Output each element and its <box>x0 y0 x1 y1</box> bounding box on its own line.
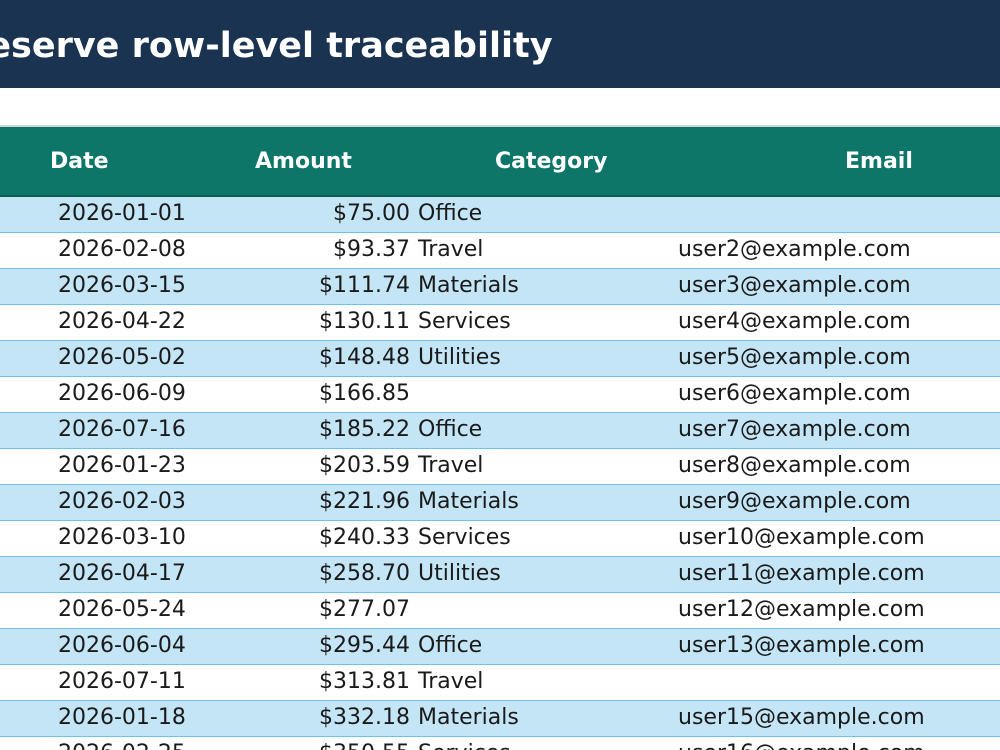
cell-category[interactable]: Utilities <box>413 340 674 377</box>
table-row[interactable]: 2026-02-25$350.55Servicesuser16@example.… <box>0 736 1000 750</box>
cell-category[interactable]: Travel <box>413 448 674 485</box>
cell-category[interactable] <box>413 376 674 413</box>
cell-date[interactable]: 2026-01-23 <box>0 448 200 485</box>
cell-amount[interactable]: $295.44 <box>200 628 413 665</box>
header-row: Date Amount Category Email <box>0 125 1000 197</box>
cell-date[interactable]: 2026-06-04 <box>0 628 200 665</box>
cell-email[interactable]: user5@example.com <box>674 340 1000 377</box>
cell-amount[interactable]: $111.74 <box>200 268 413 305</box>
page-title: reserve row-level traceability <box>0 26 553 66</box>
cell-category[interactable]: Utilities <box>413 556 674 593</box>
column-header-date[interactable]: Date <box>0 125 200 197</box>
cell-date[interactable]: 2026-03-15 <box>0 268 200 305</box>
cell-date[interactable]: 2026-07-16 <box>0 412 200 449</box>
table-row[interactable]: 2026-01-23 $203.59 Travel user8@example.com <box>0 448 1000 485</box>
column-header-email[interactable]: Email <box>674 125 1000 197</box>
cell-date[interactable]: 2026-04-17 <box>0 556 200 593</box>
table-row[interactable]: 2026-06-09 $166.85 user6@example.com <box>0 376 1000 413</box>
cell-amount[interactable]: $130.11 <box>200 304 413 341</box>
table-row[interactable]: 2026-02-03 $221.96 Materials user9@example.… <box>0 484 1000 521</box>
cell-category[interactable]: Office <box>413 628 674 665</box>
cell-category[interactable]: Travel <box>413 232 674 269</box>
table-row[interactable]: 2026-04-17 $258.70 Utilities user11@example… <box>0 556 1000 593</box>
cell-date[interactable]: 2026-04-22 <box>0 304 200 341</box>
cell-category[interactable]: Materials <box>413 700 674 737</box>
cell-date[interactable]: 2026-07-11 <box>0 664 200 701</box>
table-row[interactable]: 2026-02-08 $93.37 Travel user2@example.com <box>0 232 1000 269</box>
cell-category[interactable]: Materials <box>413 484 674 521</box>
title-bar: reserve row-level traceability <box>0 0 1000 88</box>
cell-amount[interactable]: $350.55 <box>200 736 413 750</box>
cell-date[interactable]: 2026-06-09 <box>0 376 200 413</box>
table-row[interactable]: 2026-07-11 $313.81 Travel <box>0 664 1000 701</box>
cell-email[interactable]: user11@example.com <box>674 556 1000 593</box>
cell-amount[interactable]: $185.22 <box>200 412 413 449</box>
cell-date[interactable]: 2026-01-01 <box>0 196 200 233</box>
column-header-category[interactable]: Category <box>413 125 674 197</box>
cell-amount[interactable]: $240.33 <box>200 520 413 557</box>
cell-category[interactable]: Materials <box>413 268 674 305</box>
cell-email[interactable]: user2@example.com <box>674 232 1000 269</box>
cell-date[interactable]: 2026-02-03 <box>0 484 200 521</box>
cell-category[interactable]: Services <box>413 520 674 557</box>
table-row[interactable]: 2026-06-04 $295.44 Office user13@example.co… <box>0 628 1000 665</box>
table-row[interactable]: 2026-03-10 $240.33 Services user10@example.… <box>0 520 1000 557</box>
cell-email[interactable]: user12@example.com <box>674 592 1000 629</box>
table-row[interactable]: 2026-04-22 $130.11 Services user4@example.c… <box>0 304 1000 341</box>
cell-amount[interactable]: $313.81 <box>200 664 413 701</box>
cell-date[interactable]: 2026-03-10 <box>0 520 200 557</box>
table-body: 2026-01-01 $75.00 Office 2026-02-08 $93.37 Tr… <box>0 196 1000 750</box>
cell-amount[interactable]: $258.70 <box>200 556 413 593</box>
table-row[interactable]: 2026-03-15 $111.74 Materials user3@example.… <box>0 268 1000 305</box>
cell-category[interactable] <box>413 592 674 629</box>
cell-category[interactable]: Office <box>413 412 674 449</box>
cell-date[interactable]: 2026-01-18 <box>0 700 200 737</box>
cell-date[interactable]: 2026-05-02 <box>0 340 200 377</box>
cell-amount[interactable]: $221.96 <box>200 484 413 521</box>
cell-category[interactable]: Travel <box>413 664 674 701</box>
cell-email[interactable]: user13@example.com <box>674 628 1000 665</box>
cell-email[interactable]: user3@example.com <box>674 268 1000 305</box>
table-row[interactable]: 2026-01-18 $332.18 Materials user15@example… <box>0 700 1000 737</box>
cell-category[interactable]: Office <box>413 196 674 233</box>
cell-date[interactable]: 2026-05-24 <box>0 592 200 629</box>
table-header: Date Amount Category Email <box>0 125 1000 197</box>
cell-email[interactable]: user9@example.com <box>674 484 1000 521</box>
cell-category[interactable]: Services <box>413 304 674 341</box>
cell-amount[interactable]: $203.59 <box>200 448 413 485</box>
cell-email[interactable] <box>674 196 1000 233</box>
data-table-container: Date Amount Category Email 2026-01-01 $75… <box>0 125 1000 750</box>
table-row[interactable]: 2026-05-24 $277.07 user12@example.com <box>0 592 1000 629</box>
table-row[interactable]: 2026-07-16 $185.22 Office user7@example.com <box>0 412 1000 449</box>
cell-amount[interactable]: $148.48 <box>200 340 413 377</box>
cell-email[interactable]: user4@example.com <box>674 304 1000 341</box>
cell-email[interactable]: user10@example.com <box>674 520 1000 557</box>
cell-email[interactable]: user15@example.com <box>674 700 1000 737</box>
cell-amount[interactable]: $277.07 <box>200 592 413 629</box>
data-table: Date Amount Category Email 2026-01-01 $75… <box>0 125 1000 750</box>
cell-amount[interactable]: $75.00 <box>200 196 413 233</box>
cell-email[interactable] <box>674 664 1000 701</box>
column-header-amount[interactable]: Amount <box>200 125 413 197</box>
cell-amount[interactable]: $332.18 <box>200 700 413 737</box>
cell-email[interactable]: user8@example.com <box>674 448 1000 485</box>
cell-email[interactable]: user16@example.com <box>674 736 1000 750</box>
cell-email[interactable]: user7@example.com <box>674 412 1000 449</box>
cell-email[interactable]: user6@example.com <box>674 376 1000 413</box>
table-row[interactable]: 2026-05-02 $148.48 Utilities user5@example.… <box>0 340 1000 377</box>
cell-date[interactable]: 2026-02-25 <box>0 736 200 750</box>
cell-category[interactable]: Services <box>413 736 674 750</box>
cell-amount[interactable]: $93.37 <box>200 232 413 269</box>
cell-amount[interactable]: $166.85 <box>200 376 413 413</box>
cell-date[interactable]: 2026-02-08 <box>0 232 200 269</box>
table-row[interactable]: 2026-01-01 $75.00 Office <box>0 196 1000 233</box>
